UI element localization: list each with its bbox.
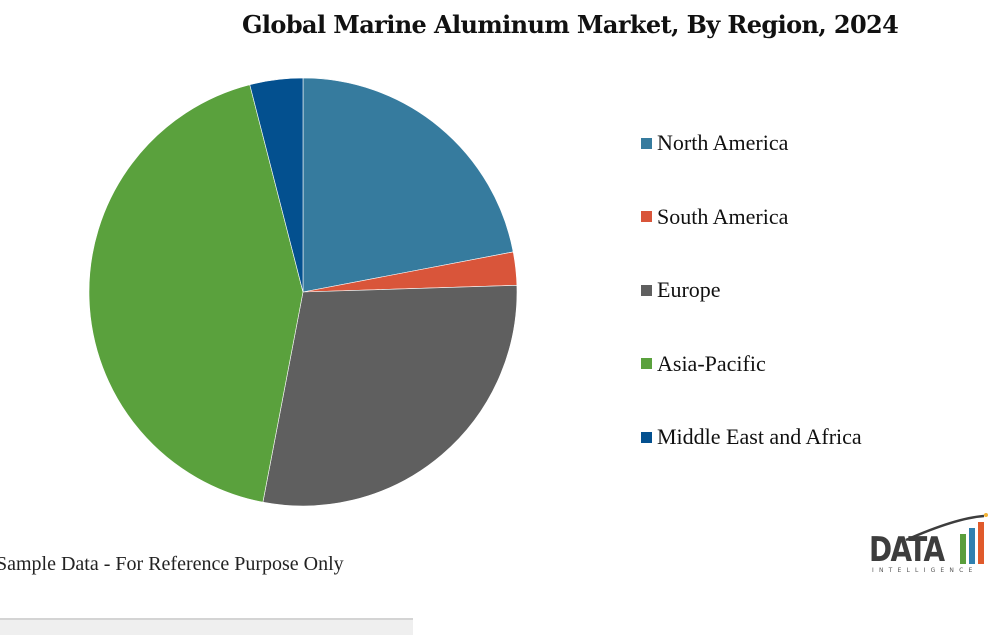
legend-label: South America (657, 203, 789, 229)
bottom-scroll-area (0, 618, 413, 635)
legend-item-middle-east-africa: Middle East and Africa (641, 422, 862, 452)
legend-swatch-icon (641, 284, 652, 296)
legend-item-north-america: North America (641, 128, 862, 158)
legend-label: Europe (657, 277, 721, 302)
legend-label: Middle East and Africa (657, 424, 862, 449)
sample-data-note: Sample Data - For Reference Purpose Only (0, 553, 344, 575)
chart-legend: North America South America Europe Asia-… (641, 128, 862, 496)
legend-swatch-icon (641, 211, 652, 222)
legend-label: North America (657, 130, 789, 155)
legend-swatch-icon (641, 431, 652, 443)
chart-title: Global Marine Aluminum Market, By Region… (242, 10, 899, 39)
legend-item-south-america: South America (641, 202, 862, 232)
legend-label: Asia-Pacific (657, 350, 766, 376)
legend-item-europe: Europe (641, 275, 862, 305)
legend-swatch-icon (641, 137, 652, 149)
pie-slice-europe (262, 284, 518, 507)
legend-swatch-icon (641, 358, 652, 369)
pie-slice-asia-pacific (88, 84, 304, 503)
legend-item-asia-pacific: Asia-Pacific (641, 349, 862, 379)
data-intelligence-logo: DATA INTELLIGENCE (866, 510, 996, 580)
logo-main-text: DATA (869, 530, 945, 570)
pie-slice-middle-east-and-africa (249, 77, 304, 293)
logo-sub-text: INTELLIGENCE (872, 567, 978, 574)
logo-bars-icon (905, 513, 988, 564)
pie-slice-north-america (302, 77, 514, 293)
